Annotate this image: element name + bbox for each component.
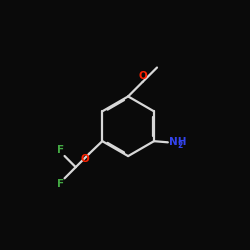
Text: NH: NH — [169, 137, 186, 147]
Text: O: O — [138, 71, 147, 81]
Text: F: F — [57, 179, 64, 189]
Text: 2: 2 — [178, 141, 183, 150]
Text: O: O — [80, 154, 89, 164]
Text: F: F — [57, 146, 64, 156]
